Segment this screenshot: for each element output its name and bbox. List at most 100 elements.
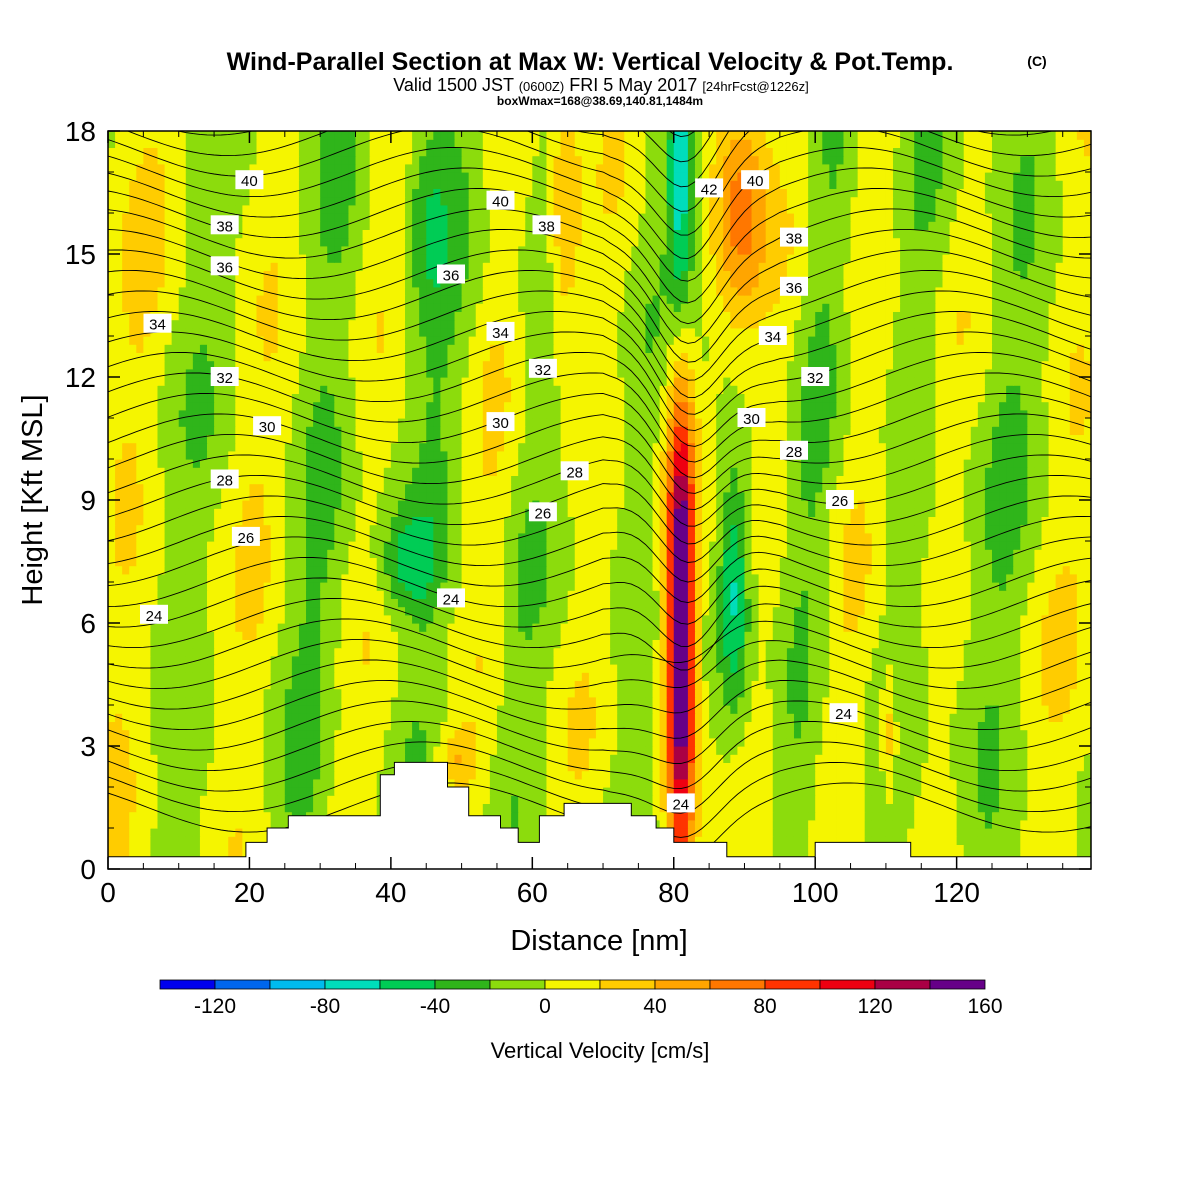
velocity-cell — [199, 672, 208, 681]
velocity-cell — [235, 664, 243, 673]
velocity-cell — [850, 746, 859, 755]
velocity-cell — [129, 688, 137, 698]
velocity-cell — [539, 795, 548, 804]
velocity-cell — [694, 672, 703, 681]
velocity-cell — [588, 672, 597, 681]
velocity-cell — [829, 762, 838, 772]
velocity-cell — [1034, 590, 1043, 599]
velocity-cell — [419, 746, 427, 755]
velocity-cell — [1069, 598, 1078, 608]
velocity-cell — [956, 836, 965, 845]
velocity-cell — [758, 836, 767, 845]
velocity-cell — [221, 606, 229, 616]
velocity-cell — [277, 696, 286, 706]
velocity-cell — [504, 811, 512, 821]
velocity-cell — [475, 664, 484, 673]
velocity-cell — [574, 754, 583, 763]
velocity-cell — [836, 598, 845, 608]
velocity-cell — [426, 598, 434, 608]
velocity-cell — [751, 729, 760, 739]
velocity-cell — [786, 737, 795, 747]
velocity-cell — [1041, 655, 1050, 665]
velocity-cell — [716, 828, 724, 837]
velocity-cell — [412, 680, 420, 690]
velocity-cell — [836, 787, 845, 796]
velocity-cell — [984, 631, 993, 640]
velocity-cell — [1083, 762, 1091, 772]
velocity-cell — [518, 828, 526, 837]
velocity-cell — [355, 705, 364, 714]
velocity-cell — [680, 680, 689, 690]
velocity-cell — [348, 623, 357, 632]
velocity-cell — [1048, 631, 1057, 640]
velocity-cell — [786, 746, 795, 755]
velocity-cell — [157, 664, 166, 673]
velocity-cell — [454, 639, 463, 649]
velocity-cell — [348, 795, 357, 804]
velocity-cell — [907, 811, 915, 821]
velocity-cell — [228, 713, 236, 722]
velocity-cell — [532, 614, 540, 624]
velocity-cell — [207, 770, 215, 780]
velocity-cell — [709, 655, 717, 665]
velocity-cell — [341, 647, 350, 657]
velocity-cell — [786, 713, 795, 722]
velocity-cell — [581, 664, 590, 673]
velocity-cell — [185, 573, 194, 583]
velocity-cell — [702, 811, 710, 821]
velocity-cell — [171, 647, 180, 657]
velocity-cell — [836, 721, 845, 731]
velocity-cell — [758, 729, 767, 739]
velocity-cell — [348, 582, 357, 591]
velocity-cell — [228, 672, 236, 681]
velocity-cell — [461, 762, 470, 772]
velocity-cell — [419, 573, 427, 583]
velocity-cell — [702, 664, 710, 673]
velocity-cell — [207, 598, 215, 608]
velocity-cell — [185, 729, 194, 739]
velocity-cell — [666, 606, 675, 616]
velocity-cell — [284, 803, 293, 813]
velocity-cell — [935, 737, 944, 747]
velocity-cell — [433, 729, 441, 739]
velocity-cell — [475, 705, 484, 714]
velocity-cell — [808, 787, 816, 796]
velocity-cell — [673, 696, 682, 706]
velocity-cell — [475, 754, 484, 763]
velocity-cell — [857, 664, 866, 673]
velocity-cell — [426, 672, 434, 681]
velocity-cell — [638, 639, 647, 649]
velocity-cell — [390, 573, 399, 583]
velocity-cell — [744, 844, 753, 854]
velocity-cell — [277, 639, 286, 649]
velocity-cell — [1076, 696, 1085, 706]
velocity-cell — [588, 590, 597, 599]
velocity-cell — [454, 614, 463, 624]
velocity-cell — [228, 737, 236, 747]
velocity-cell — [638, 647, 647, 657]
velocity-cell — [1027, 713, 1036, 722]
velocity-cell — [185, 762, 194, 772]
velocity-cell — [977, 795, 986, 804]
velocity-cell — [270, 746, 279, 755]
velocity-cell — [348, 688, 357, 698]
velocity-cell — [1062, 737, 1071, 747]
velocity-cell — [808, 614, 816, 624]
velocity-cell — [1034, 811, 1043, 821]
velocity-cell — [850, 598, 859, 608]
velocity-cell — [1034, 762, 1043, 772]
velocity-cell — [631, 705, 639, 714]
velocity-cell — [864, 606, 873, 616]
velocity-cell — [405, 590, 413, 599]
velocity-cell — [178, 754, 187, 763]
velocity-cell — [298, 778, 307, 788]
velocity-cell — [277, 582, 286, 591]
velocity-cell — [907, 770, 915, 780]
velocity-cell — [150, 664, 159, 673]
velocity-cell — [376, 606, 385, 616]
velocity-cell — [129, 770, 137, 780]
velocity-cell — [475, 770, 484, 780]
velocity-cell — [235, 672, 243, 681]
velocity-cell — [963, 672, 972, 681]
velocity-cell — [892, 672, 901, 681]
